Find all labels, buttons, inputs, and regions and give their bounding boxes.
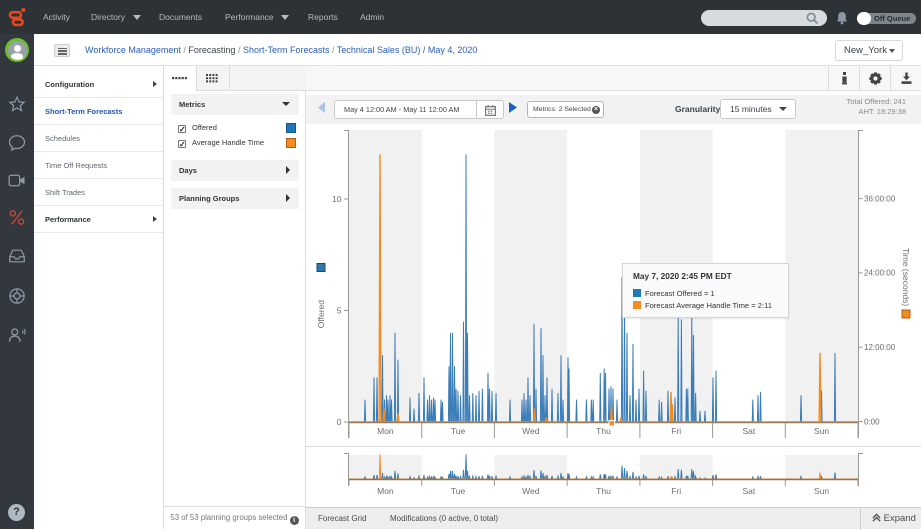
svg-text:Fri: Fri [671,426,681,436]
svg-text:Mon: Mon [377,426,394,436]
svg-text:36:00:00: 36:00:00 [864,194,896,203]
svg-text:5: 5 [337,305,342,315]
svg-text:24:00:00: 24:00:00 [864,269,896,278]
svg-text:Tue: Tue [451,426,466,436]
svg-text:Wed: Wed [522,426,540,436]
svg-text:12:00:00: 12:00:00 [864,343,896,352]
svg-text:Tue: Tue [451,486,466,496]
svg-text:Mon: Mon [377,486,394,496]
svg-text:Thu: Thu [596,486,611,496]
svg-text:Wed: Wed [522,486,540,496]
svg-text:0: 0 [337,417,342,427]
svg-text:0:00: 0:00 [864,417,880,426]
svg-text:10: 10 [332,194,342,204]
svg-text:Time (seconds): Time (seconds) [901,248,911,306]
svg-text:Fri: Fri [671,486,681,496]
svg-text:Sun: Sun [814,426,829,436]
svg-text:Thu: Thu [596,426,611,436]
svg-text:Offered: Offered [316,300,326,328]
svg-text:Sun: Sun [814,486,829,496]
svg-text:Sat: Sat [743,486,756,496]
svg-text:Sat: Sat [743,426,756,436]
